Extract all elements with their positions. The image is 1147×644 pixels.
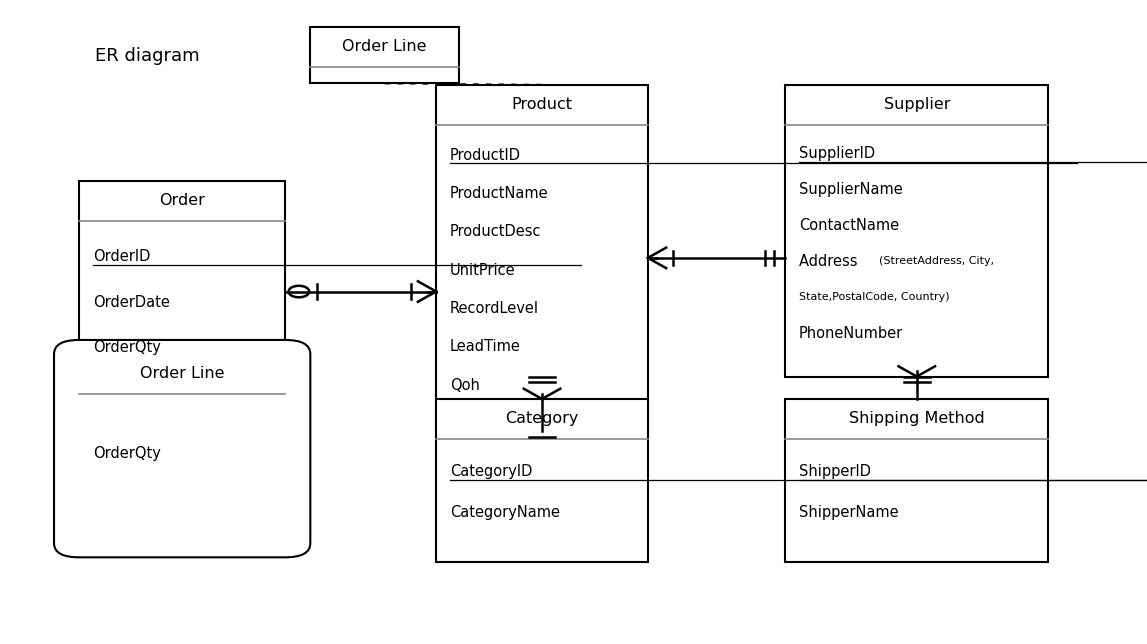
- Text: UnitPrice: UnitPrice: [450, 263, 515, 278]
- Text: CategoryID: CategoryID: [450, 464, 532, 479]
- Text: (StreetAddress, City,: (StreetAddress, City,: [880, 256, 994, 267]
- Text: RecordLevel: RecordLevel: [450, 301, 539, 316]
- Text: ShipperName: ShipperName: [799, 506, 898, 520]
- Text: OrderDate: OrderDate: [93, 295, 170, 310]
- Text: Order Line: Order Line: [343, 39, 427, 54]
- Bar: [436, 85, 648, 431]
- Text: ShipperID: ShipperID: [799, 464, 871, 479]
- Text: State,PostalCode, Country): State,PostalCode, Country): [799, 292, 950, 302]
- Text: Qoh: Qoh: [450, 377, 479, 393]
- Text: Supplier: Supplier: [883, 97, 950, 112]
- Text: ER diagram: ER diagram: [95, 47, 200, 65]
- Text: Product: Product: [512, 97, 572, 112]
- Text: OrderQty: OrderQty: [93, 340, 161, 355]
- Text: OrderID: OrderID: [93, 249, 150, 265]
- Text: Shipping Method: Shipping Method: [849, 412, 984, 426]
- Bar: [786, 399, 1048, 562]
- Text: ProductDesc: ProductDesc: [450, 224, 541, 240]
- Text: ProductID: ProductID: [450, 147, 521, 163]
- Text: SupplierName: SupplierName: [799, 182, 903, 197]
- Text: LeadTime: LeadTime: [450, 339, 521, 354]
- Text: Category: Category: [506, 412, 579, 426]
- Text: ProductName: ProductName: [450, 186, 548, 201]
- FancyBboxPatch shape: [54, 340, 311, 557]
- Bar: [786, 85, 1048, 377]
- Text: Order: Order: [159, 193, 205, 208]
- Text: PhoneNumber: PhoneNumber: [799, 326, 903, 341]
- Bar: [311, 27, 459, 84]
- Text: OrderQty: OrderQty: [93, 446, 161, 461]
- Bar: [79, 181, 286, 402]
- Text: ContactName: ContactName: [799, 218, 899, 232]
- Text: SupplierID: SupplierID: [799, 146, 875, 161]
- Text: Order Line: Order Line: [140, 366, 225, 381]
- Text: Address: Address: [799, 254, 863, 269]
- Text: CategoryName: CategoryName: [450, 506, 560, 520]
- Bar: [436, 399, 648, 562]
